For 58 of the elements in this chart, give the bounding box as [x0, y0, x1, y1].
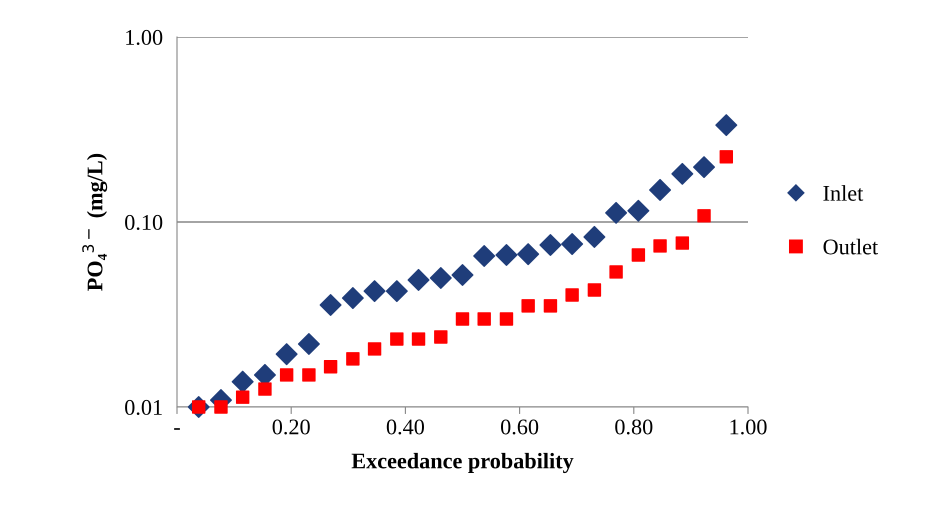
point [298, 333, 320, 356]
point [320, 294, 342, 316]
point [720, 150, 734, 164]
point [632, 248, 646, 262]
point [653, 239, 667, 253]
x-axis-title: Exceedance probability [352, 452, 574, 474]
point [324, 360, 338, 374]
point [346, 352, 360, 366]
point [412, 332, 426, 346]
point [517, 243, 540, 266]
point [434, 330, 448, 344]
point [408, 268, 430, 291]
x-tick-label: 1.00 [730, 419, 767, 435]
point [697, 209, 711, 223]
point [521, 299, 535, 313]
point [561, 233, 584, 256]
point [715, 114, 738, 136]
point [236, 390, 250, 404]
point [214, 400, 228, 414]
point [588, 283, 602, 297]
x-tick-label: 0.60 [501, 419, 538, 435]
point [544, 299, 558, 313]
x-tick-label: - [174, 428, 180, 430]
point [693, 156, 716, 178]
point [302, 368, 316, 382]
x-tick-label: 0.20 [272, 419, 310, 435]
y-axis-title: PO₄$^{3−}$ (mg/L) [82, 154, 108, 291]
point [649, 178, 672, 201]
point [473, 245, 496, 267]
point [276, 343, 298, 366]
point [364, 280, 386, 302]
legend-label: Outlet [824, 238, 878, 254]
point [456, 312, 470, 326]
point [605, 202, 628, 224]
point [452, 264, 474, 286]
point [368, 342, 382, 356]
point [583, 226, 606, 248]
point [477, 312, 491, 326]
point [676, 236, 690, 250]
point [500, 312, 514, 326]
legend-label: Inlet [823, 185, 864, 201]
x-tick-label: 0.80 [615, 419, 652, 435]
point [539, 234, 562, 256]
point [627, 200, 650, 222]
point [609, 265, 623, 279]
point [430, 267, 452, 290]
y-tick-label: 0.10 [125, 214, 162, 230]
point [671, 162, 694, 185]
point [386, 280, 408, 302]
point [495, 244, 518, 266]
point [342, 287, 364, 310]
point [280, 368, 294, 382]
point [258, 382, 272, 396]
point [390, 332, 404, 346]
y-tick-label: 0.01 [125, 400, 162, 416]
point [565, 288, 579, 302]
y-tick-label: 1.00 [126, 30, 162, 46]
x-tick-label: 0.40 [386, 419, 424, 435]
